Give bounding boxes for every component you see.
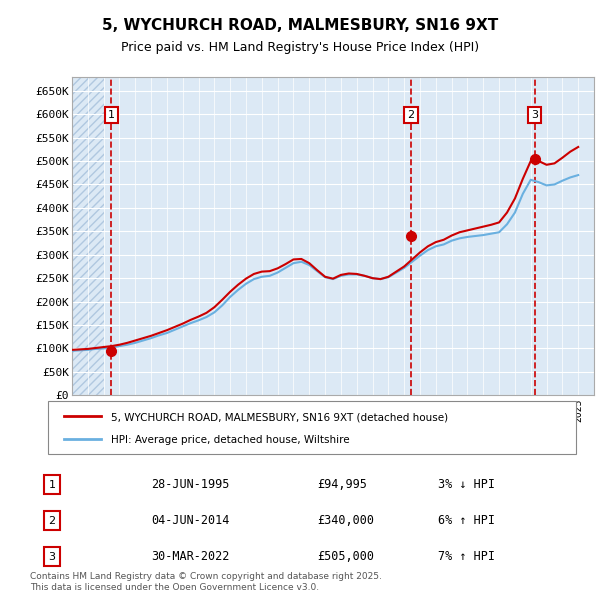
Text: 04-JUN-2014: 04-JUN-2014 [151, 514, 230, 527]
Text: Contains HM Land Registry data © Crown copyright and database right 2025.
This d: Contains HM Land Registry data © Crown c… [30, 572, 382, 590]
Text: 1: 1 [108, 110, 115, 120]
Text: 5, WYCHURCH ROAD, MALMESBURY, SN16 9XT: 5, WYCHURCH ROAD, MALMESBURY, SN16 9XT [102, 18, 498, 32]
Text: HPI: Average price, detached house, Wiltshire: HPI: Average price, detached house, Wilt… [112, 435, 350, 445]
Text: 6% ↑ HPI: 6% ↑ HPI [439, 514, 496, 527]
Text: 5, WYCHURCH ROAD, MALMESBURY, SN16 9XT (detached house): 5, WYCHURCH ROAD, MALMESBURY, SN16 9XT (… [112, 412, 448, 422]
Text: 1: 1 [49, 480, 56, 490]
Text: £505,000: £505,000 [317, 550, 374, 563]
Text: 2: 2 [49, 516, 56, 526]
Text: 3: 3 [531, 110, 538, 120]
Text: 30-MAR-2022: 30-MAR-2022 [151, 550, 230, 563]
Text: 2: 2 [407, 110, 415, 120]
FancyBboxPatch shape [48, 401, 576, 454]
Text: 7% ↑ HPI: 7% ↑ HPI [439, 550, 496, 563]
Text: 3: 3 [49, 552, 56, 562]
Text: Price paid vs. HM Land Registry's House Price Index (HPI): Price paid vs. HM Land Registry's House … [121, 41, 479, 54]
Text: £94,995: £94,995 [317, 478, 367, 491]
Text: 28-JUN-1995: 28-JUN-1995 [151, 478, 230, 491]
Text: 3% ↓ HPI: 3% ↓ HPI [439, 478, 496, 491]
Text: £340,000: £340,000 [317, 514, 374, 527]
Bar [72, 77, 104, 395]
